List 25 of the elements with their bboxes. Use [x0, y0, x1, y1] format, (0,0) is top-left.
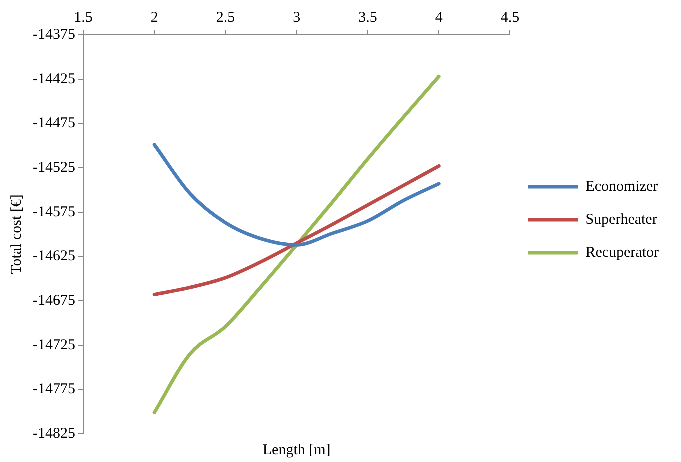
y-tick-label: -14525	[32, 160, 76, 176]
line-series	[152, 164, 441, 297]
x-axis-title: Length [m]	[262, 442, 331, 458]
y-tick-label: -14625	[32, 248, 76, 265]
line-series	[152, 143, 441, 247]
x-tick-label: 4.5	[500, 10, 520, 26]
legend-label: Recuperator	[586, 244, 660, 261]
y-tick-label: -14775	[32, 382, 76, 398]
y-tick-label: -14575	[32, 204, 76, 220]
y-axis-title: Total cost [€]	[8, 194, 25, 274]
x-tick-label: 2.5	[216, 10, 236, 26]
line-series	[152, 74, 441, 414]
x-tick-label: 3.5	[358, 10, 378, 26]
x-tick-label: 3	[293, 10, 301, 26]
y-tick-label: -14425	[32, 71, 76, 88]
legend-label: Economizer	[586, 178, 658, 195]
x-tick-label: 2	[150, 10, 158, 26]
x-tick-label: 1.5	[74, 10, 93, 26]
x-tick-label: 4	[435, 10, 444, 26]
y-tick-label: -14375	[32, 26, 76, 43]
y-tick-label: -14725	[32, 337, 76, 354]
y-tick-label: -14825	[32, 426, 76, 442]
legend-label: Superheater	[586, 212, 658, 228]
y-tick-label: -14475	[32, 116, 76, 132]
y-tick-label: -14675	[32, 292, 76, 309]
